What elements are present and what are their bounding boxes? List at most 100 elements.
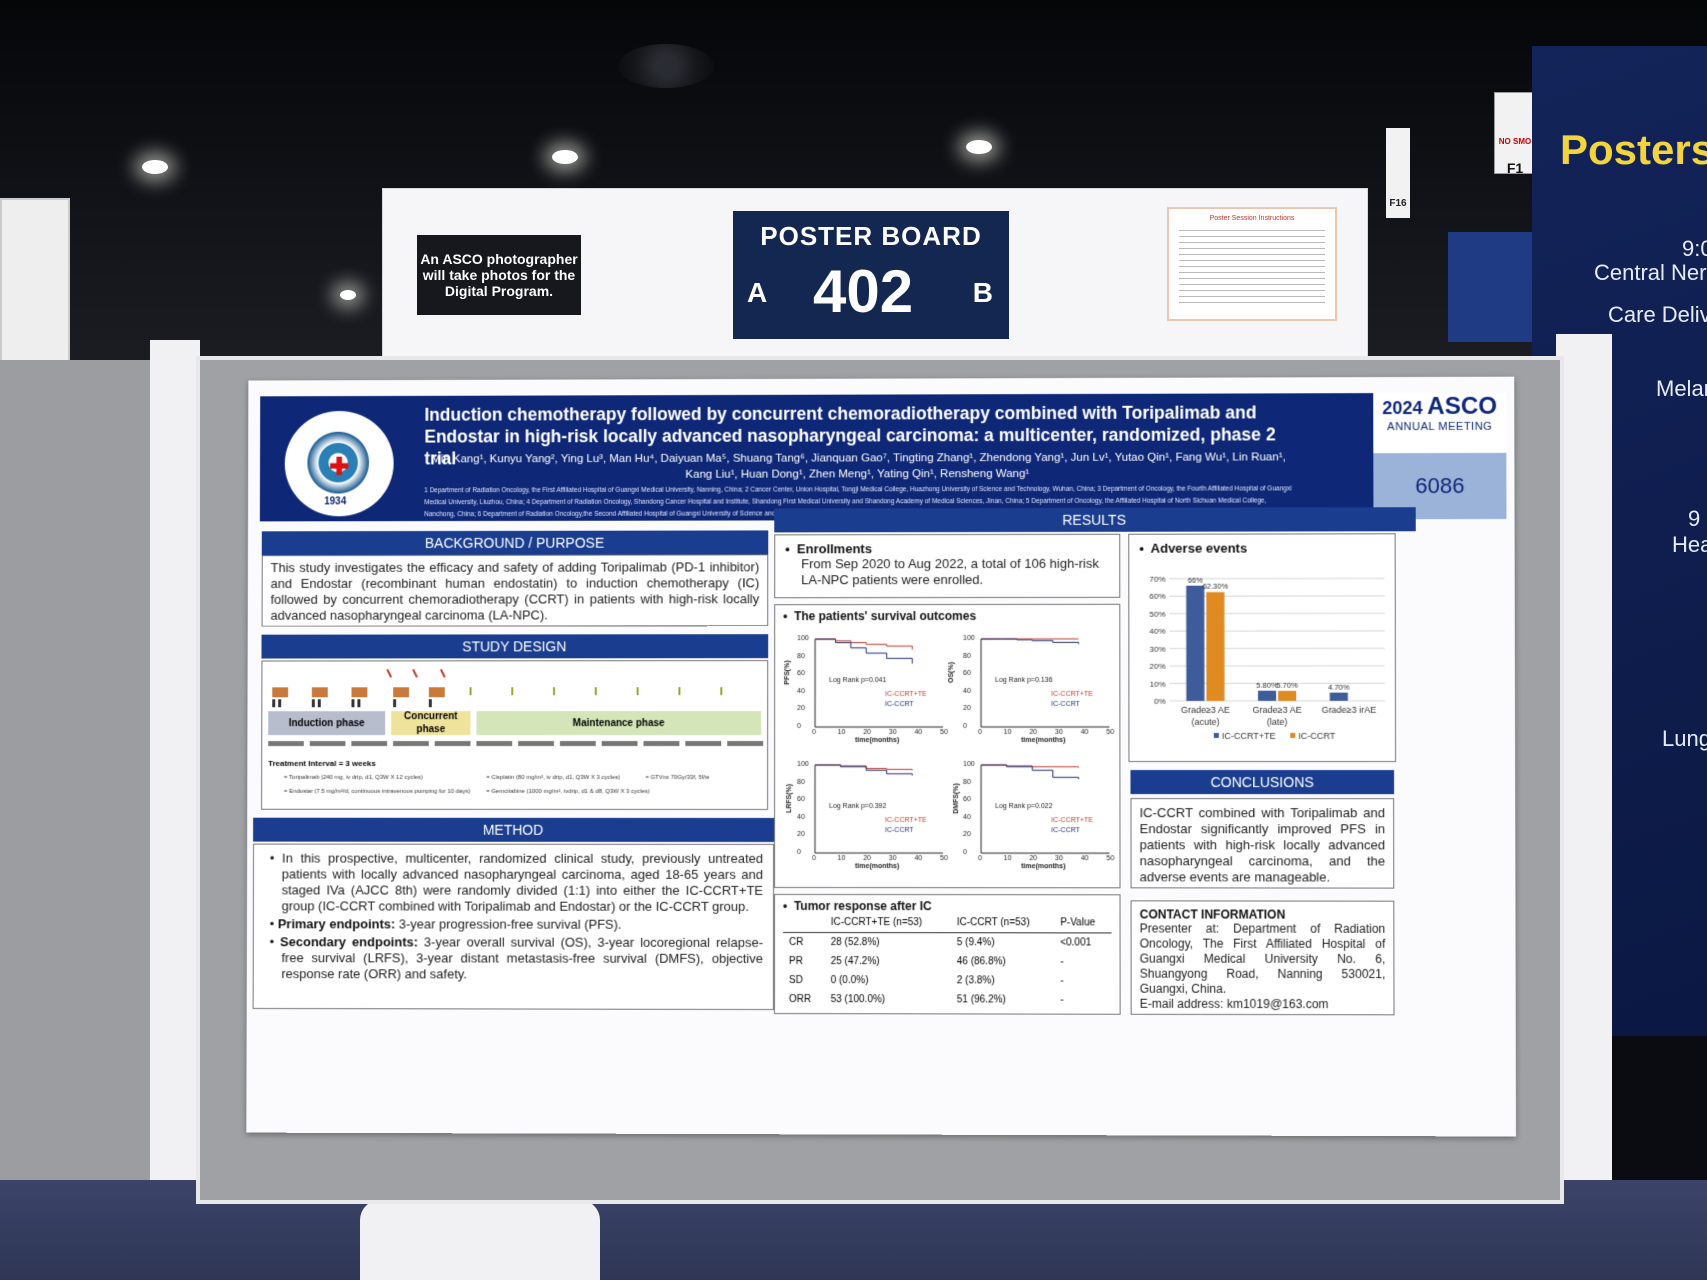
km-logrank: Log Rank p=0.041 <box>829 677 886 684</box>
km-xtick: 0 <box>978 855 982 862</box>
easel-base <box>360 1200 600 1280</box>
table-cell: - <box>1054 991 1111 1010</box>
session-instructions: Poster Session Instructions <box>1167 207 1337 321</box>
km-plot: 100 80 60 40 20 0 0 10 20 30 40 50 PFS(%) time(months… <box>789 629 949 747</box>
sign-code: F1 <box>1495 160 1535 176</box>
instructions-title: Poster Session Instructions <box>1169 215 1335 222</box>
method-primary-item: • Primary endpoints: 3-year progression-… <box>268 916 763 933</box>
meeting-year: 2024 <box>1382 398 1422 418</box>
concurrent-phase: Concurrent phase <box>391 711 470 735</box>
adverse-events-chart: 0% 10% 20% 30% 40% 50% 60% 70% 66%62.30% Grade≥3 … <box>1129 560 1395 761</box>
conclusions-heading: CONCLUSIONS <box>1130 770 1394 794</box>
km-ytick: 60 <box>963 796 971 803</box>
ceiling-vent <box>618 44 714 88</box>
study-design-heading: STUDY DESIGN <box>261 634 768 658</box>
side-banner-small <box>1448 232 1538 342</box>
data-label: 4.70% <box>1328 683 1350 692</box>
category-label: Grade≥3 AE <box>1181 705 1230 715</box>
poster-board-header: An ASCO photographer will take photos fo… <box>382 188 1368 358</box>
km-legend-te: IC-CCRT+TE <box>885 817 927 824</box>
category-label: (late) <box>1267 717 1288 727</box>
km-logrank: Log Rank p=0.022 <box>995 803 1053 810</box>
ceiling-light <box>142 160 168 174</box>
logo-year: 1934 <box>324 496 346 507</box>
y-tick-label: 20% <box>1149 662 1165 671</box>
km-legend-te: IC-CCRT+TE <box>1051 817 1093 824</box>
tumor-title: Tumor response after IC <box>794 899 932 913</box>
category-label: (acute) <box>1191 717 1219 727</box>
banner-line: Care Delive <box>1608 302 1707 328</box>
km-xtick: 0 <box>812 855 816 862</box>
ceiling-light <box>340 290 356 300</box>
survival-title-line: • The patients' survival outcomes <box>783 609 976 623</box>
method-box: • In this prospective, multicenter, rand… <box>253 844 774 1010</box>
side-b: B <box>973 277 993 309</box>
no-smoking-label: NO SMO <box>1495 137 1535 146</box>
km-xtick: 30 <box>1055 855 1063 862</box>
km-legend-ccrt: IC-CCRT <box>885 701 914 708</box>
induction-phase: Induction phase <box>268 711 385 735</box>
km-ylabel: PFS(%) <box>784 660 791 684</box>
table-cell: SD <box>783 971 825 990</box>
sign-code: F16 <box>1386 198 1410 209</box>
table-cell: 53 (100.0%) <box>825 990 951 1009</box>
background-text: This study investigates the efficacy and… <box>270 559 759 623</box>
km-plot: 100 80 60 40 20 0 0 10 20 30 40 50 OS(%) time(months)… <box>955 629 1115 747</box>
hospital-logo: ✚ 1934 <box>282 408 397 520</box>
km-ytick: 20 <box>797 705 805 712</box>
km-ytick: 0 <box>963 723 967 730</box>
km-xtick: 40 <box>1081 729 1089 736</box>
km-xlabel: time(months) <box>855 863 899 870</box>
km-ytick: 40 <box>797 814 805 821</box>
km-ytick: 60 <box>963 670 971 677</box>
table-header-row: IC-CCRT+TE (n=53) IC-CCRT (n=53) P-Value <box>783 913 1112 933</box>
no-smoking-sign: F16 <box>1386 128 1410 218</box>
treatment-interval: Treatment Interval = 3 weeks <box>268 759 376 768</box>
legend-label: IC-CCRT+TE <box>1222 731 1276 741</box>
method-secondary-item: • Secondary endpoints: 3-year overall su… <box>268 934 763 983</box>
km-logrank: Log Rank p=0.392 <box>829 803 886 810</box>
km-xtick: 50 <box>940 729 948 736</box>
background-box: This study investigates the efficacy and… <box>262 554 769 626</box>
bar-ic-ccrt-te <box>1186 586 1204 701</box>
data-label: 62.30% <box>1203 582 1229 591</box>
tumor-title-line: • Tumor response after IC <box>783 899 1112 913</box>
km-xtick: 20 <box>1029 855 1037 862</box>
legend-cisplatin: = Cisplatin (80 mg/m², iv drip, d1, Q3W … <box>486 775 620 781</box>
banner-line: 9 <box>1688 506 1700 532</box>
conclusions-box: IC-CCRT combined with Toripalimab and En… <box>1130 798 1394 889</box>
left-sign <box>0 198 70 362</box>
km-xtick: 30 <box>889 729 897 736</box>
no-smoking-sign: NO SMO F1 <box>1494 92 1536 174</box>
table-row: ORR 53 (100.0%) 51 (96.2%) - <box>783 990 1112 1010</box>
board-number: 402 <box>813 257 913 326</box>
ae-title: Adverse events <box>1151 541 1248 556</box>
y-tick-label: 50% <box>1149 610 1165 619</box>
study-design-box: Induction phase Concurrent phase Mainten… <box>261 660 768 810</box>
km-xtick: 10 <box>1004 729 1012 736</box>
contact-text: Presenter at: Department of Radiation On… <box>1140 921 1386 997</box>
km-legend-ccrt: IC-CCRT <box>1051 701 1080 708</box>
background-heading: BACKGROUND / PURPOSE <box>262 530 769 555</box>
results-heading: RESULTS <box>774 507 1416 532</box>
table-cell: 25 (47.2%) <box>825 952 951 971</box>
y-tick-label: 10% <box>1149 679 1165 688</box>
km-xtick: 20 <box>863 855 871 862</box>
km-plot: 100 80 60 40 20 0 0 10 20 30 40 50 LRFS(%) time(month… <box>789 755 949 873</box>
table-cell: - <box>1054 952 1111 971</box>
legend-endostar: = Endostar (7.5 mg/m²/d, continuous intr… <box>284 789 470 795</box>
km-xtick: 0 <box>812 729 816 736</box>
km-ylabel: OS(%) <box>948 662 955 683</box>
km-ytick: 0 <box>797 849 801 856</box>
y-tick-label: 60% <box>1149 592 1165 601</box>
km-xtick: 10 <box>1004 855 1012 862</box>
photographer-notice: An ASCO photographer will take photos fo… <box>417 235 581 315</box>
km-xtick: 50 <box>1106 729 1114 736</box>
side-a: A <box>747 277 767 309</box>
km-ytick: 100 <box>963 761 975 768</box>
table-cell: 28 (52.8%) <box>825 933 951 953</box>
board-frame-right <box>1556 334 1612 1280</box>
poster-board-number: POSTER BOARD A 402 B <box>733 211 1009 339</box>
table-row: SD 0 (0.0%) 2 (3.8%) - <box>783 971 1112 991</box>
km-ylabel: DMFS(%) <box>953 783 960 814</box>
